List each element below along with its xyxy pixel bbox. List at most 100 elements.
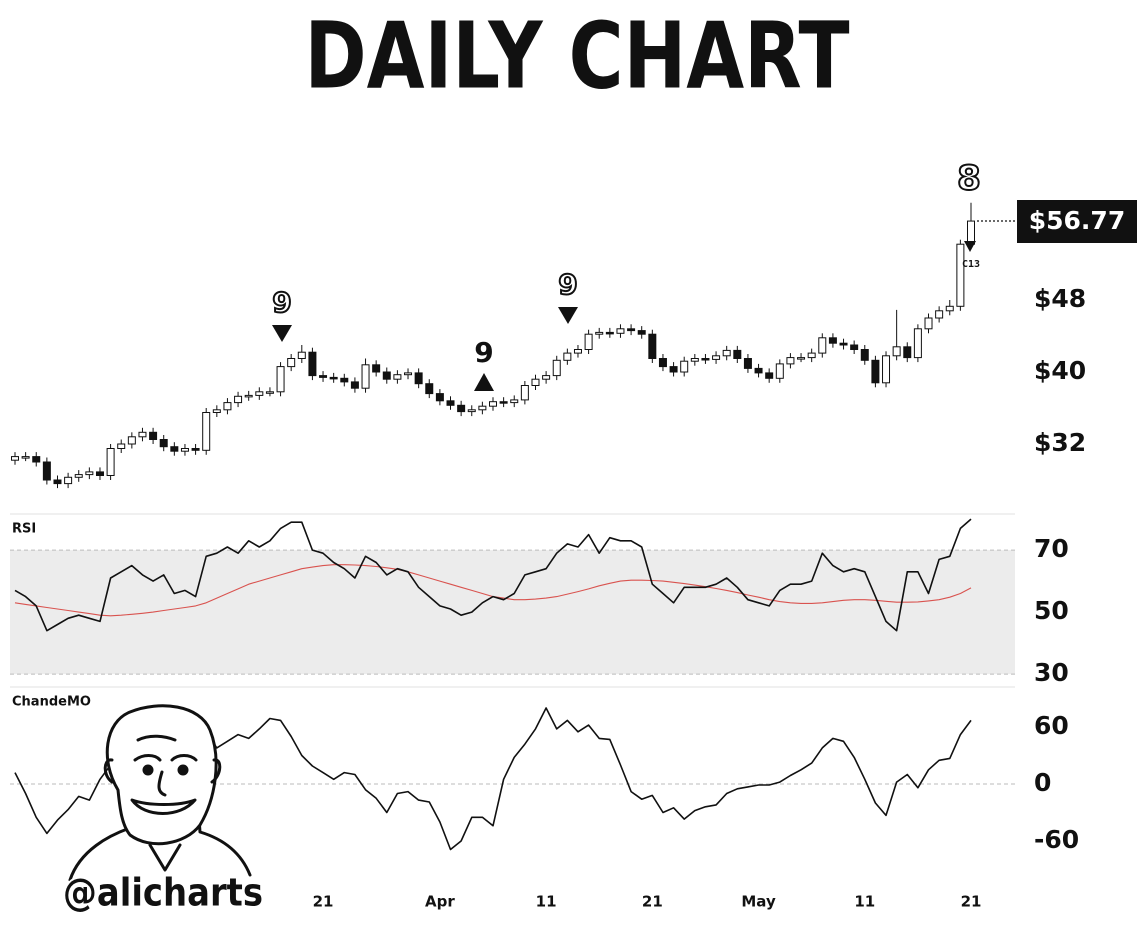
candle-body (138, 431, 147, 438)
candle-body (892, 346, 901, 357)
sequential-count: 9 (474, 336, 493, 369)
candle-body (945, 305, 954, 312)
candle-body (234, 395, 243, 404)
panel-label: RSI (12, 522, 36, 537)
candle-body (404, 372, 413, 376)
candle-body (340, 377, 349, 383)
candle-body (85, 471, 94, 476)
candle-body (382, 371, 391, 380)
candle-body (797, 357, 806, 360)
candle-body (149, 431, 158, 440)
candle-body (435, 393, 444, 402)
candle-body (265, 391, 274, 394)
candle-body (489, 401, 497, 407)
candle-body (276, 366, 285, 393)
avatar (68, 704, 252, 882)
candle-body (754, 367, 763, 374)
candle-body (573, 349, 582, 354)
countdown-label: C13 (962, 259, 980, 270)
candle-body (159, 439, 168, 448)
candle-body (775, 363, 784, 379)
candle-body (117, 443, 126, 449)
candle-body (191, 448, 200, 451)
candle-body (53, 479, 62, 485)
candle-body (765, 372, 774, 379)
candle-body (563, 352, 572, 361)
candle-body (828, 337, 837, 344)
candle-body (319, 375, 328, 378)
candle-body (680, 360, 689, 373)
y-tick-label: 50 (1034, 596, 1069, 625)
buy-marker (474, 373, 494, 391)
candle-body (361, 364, 370, 389)
sequential-count: 9 (558, 268, 577, 301)
y-tick-label: 30 (1034, 658, 1069, 687)
y-tick-label: 70 (1034, 534, 1069, 563)
candle-body (308, 351, 317, 377)
candle-body (627, 328, 636, 332)
candle-body (701, 358, 710, 361)
candle-body (839, 342, 848, 346)
candle-body (287, 358, 296, 368)
watermark: @alicharts (63, 871, 263, 915)
candle-body (807, 352, 816, 359)
x-tick-label: 21 (642, 893, 663, 911)
sequential-count: 9 (272, 286, 291, 319)
candle-body (913, 328, 922, 359)
candle-body (180, 448, 189, 452)
candle-body (170, 446, 179, 452)
candle-body (956, 243, 965, 307)
candle-body (467, 409, 476, 413)
candle-body (297, 351, 306, 360)
candle-body (669, 366, 678, 373)
candle-body (584, 333, 593, 351)
price-tag (1017, 200, 1137, 243)
sell-marker (272, 325, 292, 342)
candle-body (95, 471, 104, 476)
candle-body (850, 344, 859, 350)
candle-body (64, 476, 73, 485)
candle-body (244, 394, 253, 398)
candle-body (637, 330, 646, 335)
candle-body (743, 358, 752, 369)
candle-body (414, 372, 423, 385)
candle-body (478, 405, 487, 411)
candle-body (552, 359, 561, 377)
countdown-marker (964, 241, 976, 252)
candle-body (223, 402, 232, 411)
candle-body (690, 358, 699, 362)
y-tick-label: $40 (1034, 356, 1086, 385)
x-tick-label: 21 (961, 893, 982, 911)
candle-body (350, 381, 359, 389)
candle-body (329, 376, 338, 380)
candle-body (712, 355, 721, 360)
x-tick-label: 11 (854, 893, 875, 911)
candle-body (202, 412, 211, 451)
candle-body (967, 220, 975, 245)
marks-layer (11, 202, 975, 851)
candle-body (457, 404, 466, 413)
candle-body (733, 349, 742, 359)
candle-body (595, 331, 604, 335)
candle-body (605, 331, 614, 335)
candle-body (658, 358, 667, 368)
y-tick-label: 60 (1034, 711, 1069, 740)
y-tick-label: 0 (1034, 768, 1051, 797)
candle-body (818, 337, 827, 354)
candle-body (924, 317, 933, 330)
candle-body (510, 399, 519, 404)
candle-body (903, 346, 912, 359)
candle-body (499, 401, 508, 404)
candle-body (21, 456, 30, 459)
y-tick-label: $32 (1034, 428, 1086, 457)
price-tag-label: $56.77 (1029, 206, 1125, 235)
rsi-band (10, 550, 1015, 675)
candle-body (425, 383, 434, 395)
candle-body (882, 355, 891, 384)
sell-marker (558, 307, 578, 324)
candle-body (446, 400, 455, 406)
candle-body (871, 359, 880, 384)
candle-body (127, 436, 136, 445)
candle-body (935, 310, 944, 319)
